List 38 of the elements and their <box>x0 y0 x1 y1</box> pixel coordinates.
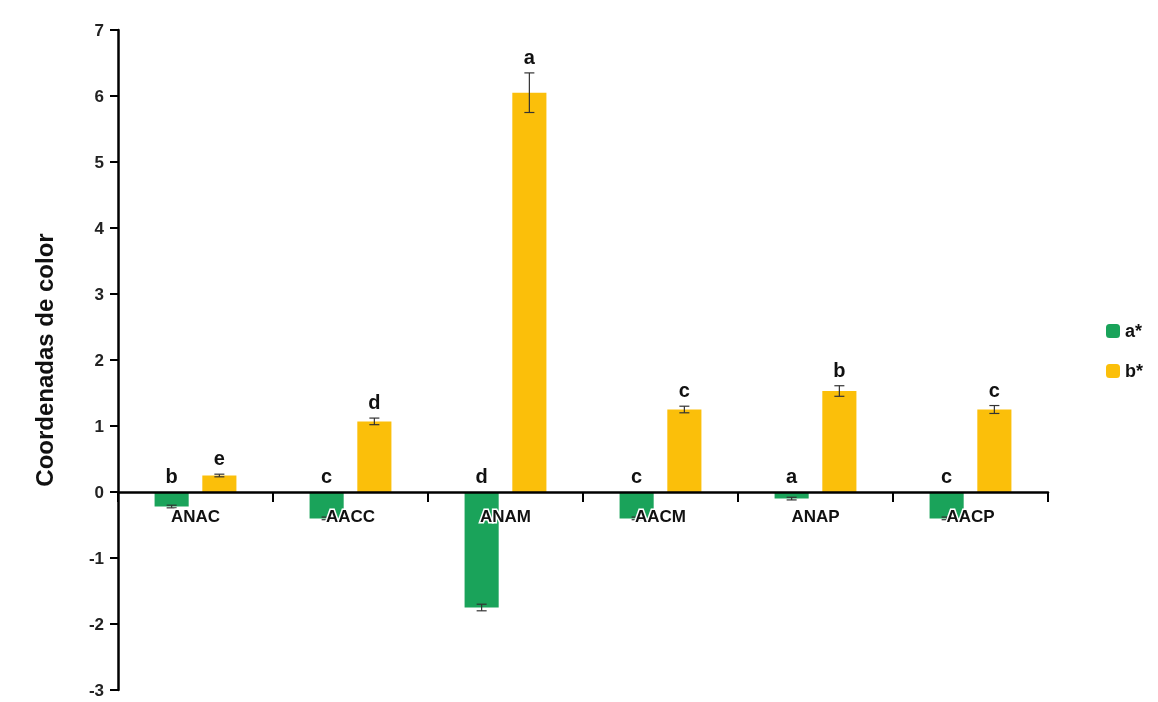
bar <box>667 409 702 492</box>
x-tick-label: ANAP <box>791 507 840 526</box>
y-tick-label: 3 <box>94 284 104 304</box>
data-label: c <box>678 379 690 402</box>
y-tick-label: 4 <box>94 218 105 238</box>
data-label: c <box>631 465 643 487</box>
x-tick-label: AACM <box>635 507 686 526</box>
data-label: c <box>941 465 953 487</box>
y-tick-label: -2 <box>88 614 104 634</box>
y-tick-label: 1 <box>94 416 104 436</box>
data-label: c <box>988 378 1000 401</box>
y-tick-label: -1 <box>88 548 104 568</box>
x-tick-label: AACC <box>325 507 376 526</box>
bar <box>154 492 189 507</box>
bar <box>202 475 237 492</box>
data-label: a <box>786 465 799 487</box>
legend-label: b* <box>1125 361 1143 381</box>
bar <box>357 421 392 492</box>
y-tick-label: 2 <box>94 350 104 370</box>
data-label: a <box>523 45 536 68</box>
data-label: c <box>321 465 333 487</box>
data-label: d <box>368 391 381 414</box>
data-label: b <box>165 465 178 487</box>
y-tick-label: -3 <box>88 680 104 700</box>
y-tick-label: 7 <box>94 20 104 40</box>
x-tick-label: ANAC <box>170 507 221 526</box>
x-tick-label: AACP <box>946 507 995 526</box>
y-tick-label: 0 <box>94 482 104 502</box>
legend-label: a* <box>1125 321 1143 341</box>
bar <box>977 409 1012 492</box>
y-tick-label: 6 <box>94 86 104 106</box>
y-axis-title: Coordenadas de color <box>30 233 58 487</box>
bar <box>822 391 857 492</box>
data-label: b <box>833 358 846 381</box>
data-label: d <box>475 465 488 487</box>
data-label: e <box>213 447 225 470</box>
y-tick-label: 5 <box>94 152 104 172</box>
bar <box>512 92 547 492</box>
